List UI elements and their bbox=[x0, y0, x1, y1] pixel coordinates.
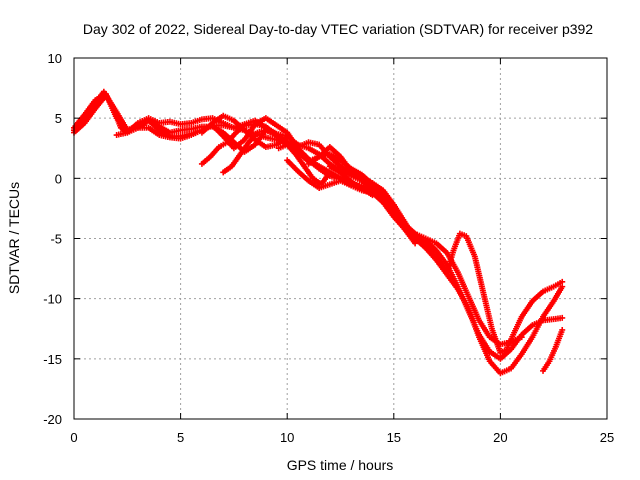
tick-labels: 0 5 10 15 20 25 -20 -15 -10 -5 0 5 10 bbox=[43, 51, 614, 445]
x-tick-label: 5 bbox=[177, 430, 184, 445]
data-point bbox=[559, 314, 566, 321]
y-tick-label: -15 bbox=[43, 352, 62, 367]
data-point bbox=[559, 283, 566, 290]
axis-ticks bbox=[73, 57, 608, 420]
y-tick-label: 10 bbox=[48, 51, 62, 66]
x-tick-label: 0 bbox=[70, 430, 77, 445]
y-tick-label: -20 bbox=[43, 412, 62, 427]
data-point bbox=[559, 326, 566, 333]
data-point bbox=[284, 139, 291, 146]
x-tick-label: 25 bbox=[600, 430, 614, 445]
data-points bbox=[71, 88, 566, 377]
x-tick-label: 20 bbox=[493, 430, 507, 445]
series-track-9 bbox=[326, 163, 566, 377]
x-tick-label: 10 bbox=[280, 430, 294, 445]
chart-title: Day 302 of 2022, Sidereal Day-to-day VTE… bbox=[83, 21, 593, 37]
y-axis-label: SDTVAR / TECUs bbox=[6, 182, 22, 294]
x-axis-label: GPS time / hours bbox=[287, 457, 394, 473]
y-tick-label: -10 bbox=[43, 292, 62, 307]
y-tick-label: 5 bbox=[55, 111, 62, 126]
x-tick-label: 15 bbox=[387, 430, 401, 445]
y-tick-label: -5 bbox=[50, 232, 62, 247]
series-track-8 bbox=[305, 151, 566, 356]
series-track-12 bbox=[113, 122, 291, 146]
series-track-10 bbox=[540, 326, 566, 374]
y-tick-label: 0 bbox=[55, 171, 62, 186]
